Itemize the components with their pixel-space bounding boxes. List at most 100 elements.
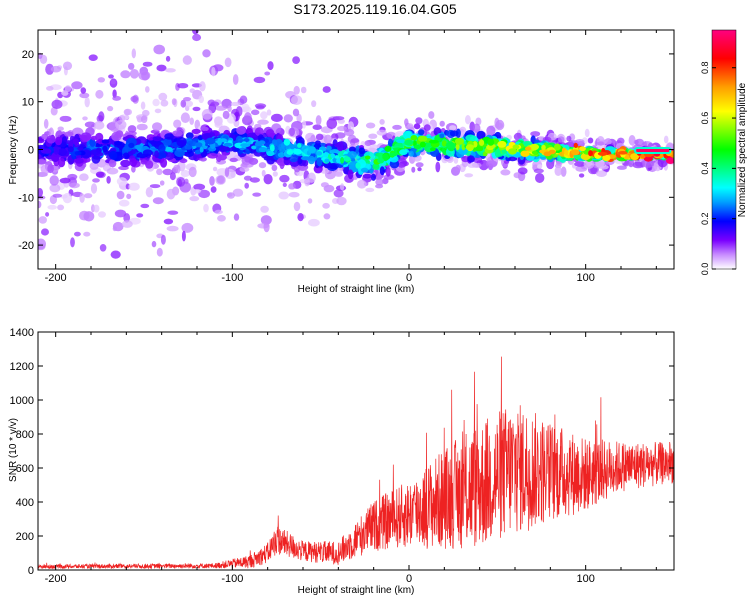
heatmap-cell — [181, 230, 186, 242]
heatmap-cell — [180, 99, 187, 108]
heatmap-cell — [40, 148, 52, 154]
y-tick-label: -10 — [18, 192, 34, 204]
heatmap-cell — [115, 120, 127, 130]
y-tick-label: 10 — [22, 97, 34, 109]
heatmap-cell — [95, 89, 104, 99]
heatmap-cell — [79, 92, 90, 99]
heatmap-cell — [164, 68, 176, 73]
heatmap-cell — [453, 157, 459, 164]
heatmap-cell — [476, 130, 486, 140]
heatmap-cell — [347, 169, 354, 180]
heatmap-cell — [485, 160, 498, 168]
heatmap-cell — [173, 119, 182, 129]
heatmap-cell — [64, 85, 72, 93]
heatmap-cell — [348, 146, 356, 153]
heatmap-cell — [455, 164, 461, 172]
x-tick-label: 0 — [406, 573, 412, 585]
heatmap-cell — [316, 157, 323, 167]
heatmap-cell — [192, 106, 201, 112]
heatmap-cell — [329, 149, 341, 155]
heatmap-cell — [272, 171, 278, 177]
heatmap-cell — [418, 129, 425, 136]
heatmap-cell — [116, 177, 128, 186]
heatmap-cell — [152, 197, 164, 205]
heatmap-cell — [92, 178, 100, 183]
y-tick-label: 400 — [16, 497, 34, 509]
heatmap-cell — [260, 215, 272, 225]
heatmap-cell — [185, 132, 194, 140]
heatmap-cell — [177, 179, 182, 187]
heatmap-cell — [283, 114, 293, 123]
heatmap-cell — [554, 143, 561, 151]
heatmap-cell — [183, 97, 192, 102]
heatmap-cell — [616, 165, 627, 170]
heatmap-cell — [603, 138, 612, 145]
heatmap-cell — [292, 108, 300, 117]
heatmap-cell — [278, 191, 290, 200]
heatmap-cell — [322, 86, 331, 93]
heatmap-cell — [355, 162, 361, 169]
heatmap-cell — [112, 89, 117, 98]
heatmap-cell — [46, 86, 54, 91]
heatmap-cell — [114, 209, 127, 218]
heatmap-cell — [151, 240, 157, 248]
chart-title: S173.2025.119.16.04.G05 — [293, 1, 456, 17]
heatmap-cell — [288, 183, 296, 190]
heatmap-cell — [110, 79, 116, 85]
heatmap-cell — [214, 121, 223, 128]
heatmap-cell — [140, 159, 148, 165]
heatmap-cell — [445, 141, 456, 149]
heatmap-cell — [584, 128, 590, 138]
heatmap-cell — [93, 204, 100, 213]
heatmap-cell — [260, 111, 268, 120]
heatmap-cell — [207, 153, 219, 159]
heatmap-cell — [618, 151, 628, 155]
heatmap-cell — [347, 151, 358, 159]
heatmap-cell — [47, 164, 54, 174]
heatmap-cell — [112, 95, 122, 101]
heatmap-cell — [323, 213, 331, 220]
heatmap-cell — [83, 231, 91, 237]
heatmap-cell — [94, 120, 105, 130]
heatmap-cell — [210, 186, 217, 193]
heatmap-cell — [415, 162, 424, 168]
heatmap-cell — [224, 57, 232, 68]
heatmap-cell — [497, 140, 507, 148]
heatmap-cell — [308, 146, 316, 154]
heatmap-cell — [332, 116, 345, 121]
heatmap-cell — [289, 143, 296, 150]
heatmap-cell — [449, 130, 459, 137]
heatmap-cell — [360, 167, 369, 173]
x-tick-label: 0 — [406, 272, 412, 284]
heatmap-cell — [154, 150, 160, 158]
heatmap-cell — [106, 176, 111, 184]
heatmap-cell — [102, 145, 108, 153]
heatmap-cell — [227, 105, 232, 112]
heatmap-cell — [571, 149, 580, 156]
heatmap-cell — [156, 247, 163, 257]
heatmap-cell — [402, 130, 412, 140]
heatmap-cell — [602, 154, 611, 162]
heatmap-cell — [279, 174, 290, 183]
heatmap-cell — [180, 170, 190, 177]
heatmap-cell — [507, 156, 518, 162]
heatmap-cell — [85, 18, 95, 28]
heatmap-cell — [384, 145, 392, 152]
heatmap-cell — [128, 142, 135, 148]
heatmap-cell — [191, 128, 201, 135]
heatmap-cell — [215, 175, 226, 185]
heatmap-cell — [328, 162, 340, 170]
heatmap-cell — [160, 158, 168, 168]
heatmap-cell — [388, 152, 398, 157]
heatmap-cell — [160, 234, 166, 245]
heatmap-cell — [156, 64, 167, 72]
heatmap-cell — [45, 63, 54, 75]
heatmap-cell — [258, 147, 268, 153]
heatmap-cell — [41, 228, 49, 236]
heatmap-cell — [232, 188, 244, 197]
y-tick-label: 1000 — [10, 395, 34, 407]
